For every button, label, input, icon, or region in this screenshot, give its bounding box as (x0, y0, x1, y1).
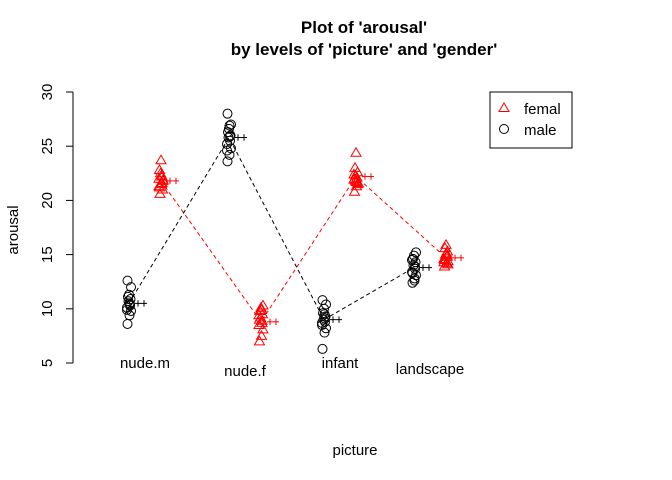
point-femal (350, 146, 362, 157)
y-axis-label: arousal (5, 205, 22, 254)
error-bars (135, 134, 464, 326)
point-femal (255, 301, 267, 312)
point-male (407, 268, 418, 279)
x-tick-label: nude.m (120, 355, 170, 372)
point-male (122, 275, 133, 286)
point-male (125, 294, 136, 305)
point-male (226, 119, 236, 130)
y-tick-label: 20 (39, 192, 56, 209)
point-femal (253, 309, 265, 320)
y-tick-label: 25 (39, 138, 56, 155)
y-tick-label: 15 (39, 246, 56, 263)
y-tick-label: 5 (39, 359, 56, 367)
point-femal (254, 304, 266, 315)
point-femal (348, 168, 360, 179)
x-tick-label: nude.f (224, 363, 267, 380)
point-femal (257, 299, 269, 310)
x-axis-tick-labels: nude.m nude.f infant landscape (120, 355, 464, 380)
point-femal (255, 329, 268, 340)
data-points (122, 108, 454, 354)
point-male (409, 275, 420, 286)
point-femal (153, 180, 165, 191)
legend-femal-label: femal (524, 101, 561, 118)
point-male (124, 298, 135, 309)
point-femal (440, 238, 452, 249)
legend-box (489, 91, 573, 149)
point-male (222, 145, 232, 156)
point-male (122, 318, 133, 329)
mean-line-femal (160, 175, 447, 323)
legend-male-marker (499, 124, 509, 134)
legend-femal-marker (498, 102, 510, 112)
x-tick-label: infant (322, 355, 360, 372)
point-femal (441, 249, 453, 260)
point-femal (256, 316, 268, 327)
x-axis-label: picture (332, 442, 377, 459)
point-male (318, 308, 328, 319)
mean-line-male (128, 136, 415, 321)
y-tick-label: 10 (39, 300, 56, 317)
point-male (317, 295, 328, 306)
point-male (224, 123, 234, 134)
point-male (410, 261, 420, 272)
point-male (222, 156, 233, 167)
point-male (408, 260, 419, 271)
point-femal (253, 335, 266, 346)
point-male (124, 310, 135, 321)
point-male (317, 343, 328, 354)
point-femal (440, 247, 453, 258)
chart-title-line-1: Plot of 'arousal' (301, 18, 427, 37)
point-male (407, 255, 417, 266)
point-male (122, 304, 132, 315)
point-femal (154, 187, 166, 198)
y-axis: 5 10 15 20 25 30 (39, 84, 74, 367)
point-male (126, 282, 136, 293)
point-male (225, 131, 235, 142)
point-male (319, 309, 330, 320)
legend: femal male (489, 91, 573, 149)
point-male (409, 250, 419, 261)
point-male (222, 108, 233, 119)
point-male (319, 327, 330, 338)
mean-lines (128, 136, 447, 323)
legend-male-label: male (524, 122, 557, 139)
point-male (411, 247, 421, 258)
x-tick-label: landscape (396, 361, 464, 378)
point-femal (350, 175, 363, 186)
point-femal (155, 154, 167, 165)
point-femal (155, 169, 168, 180)
y-tick-label: 30 (39, 84, 56, 101)
chart-title-line-2: by levels of 'picture' and 'gender' (231, 40, 498, 59)
point-femal (255, 303, 268, 314)
point-femal (438, 256, 450, 267)
point-male (224, 120, 235, 131)
point-femal (348, 185, 361, 196)
